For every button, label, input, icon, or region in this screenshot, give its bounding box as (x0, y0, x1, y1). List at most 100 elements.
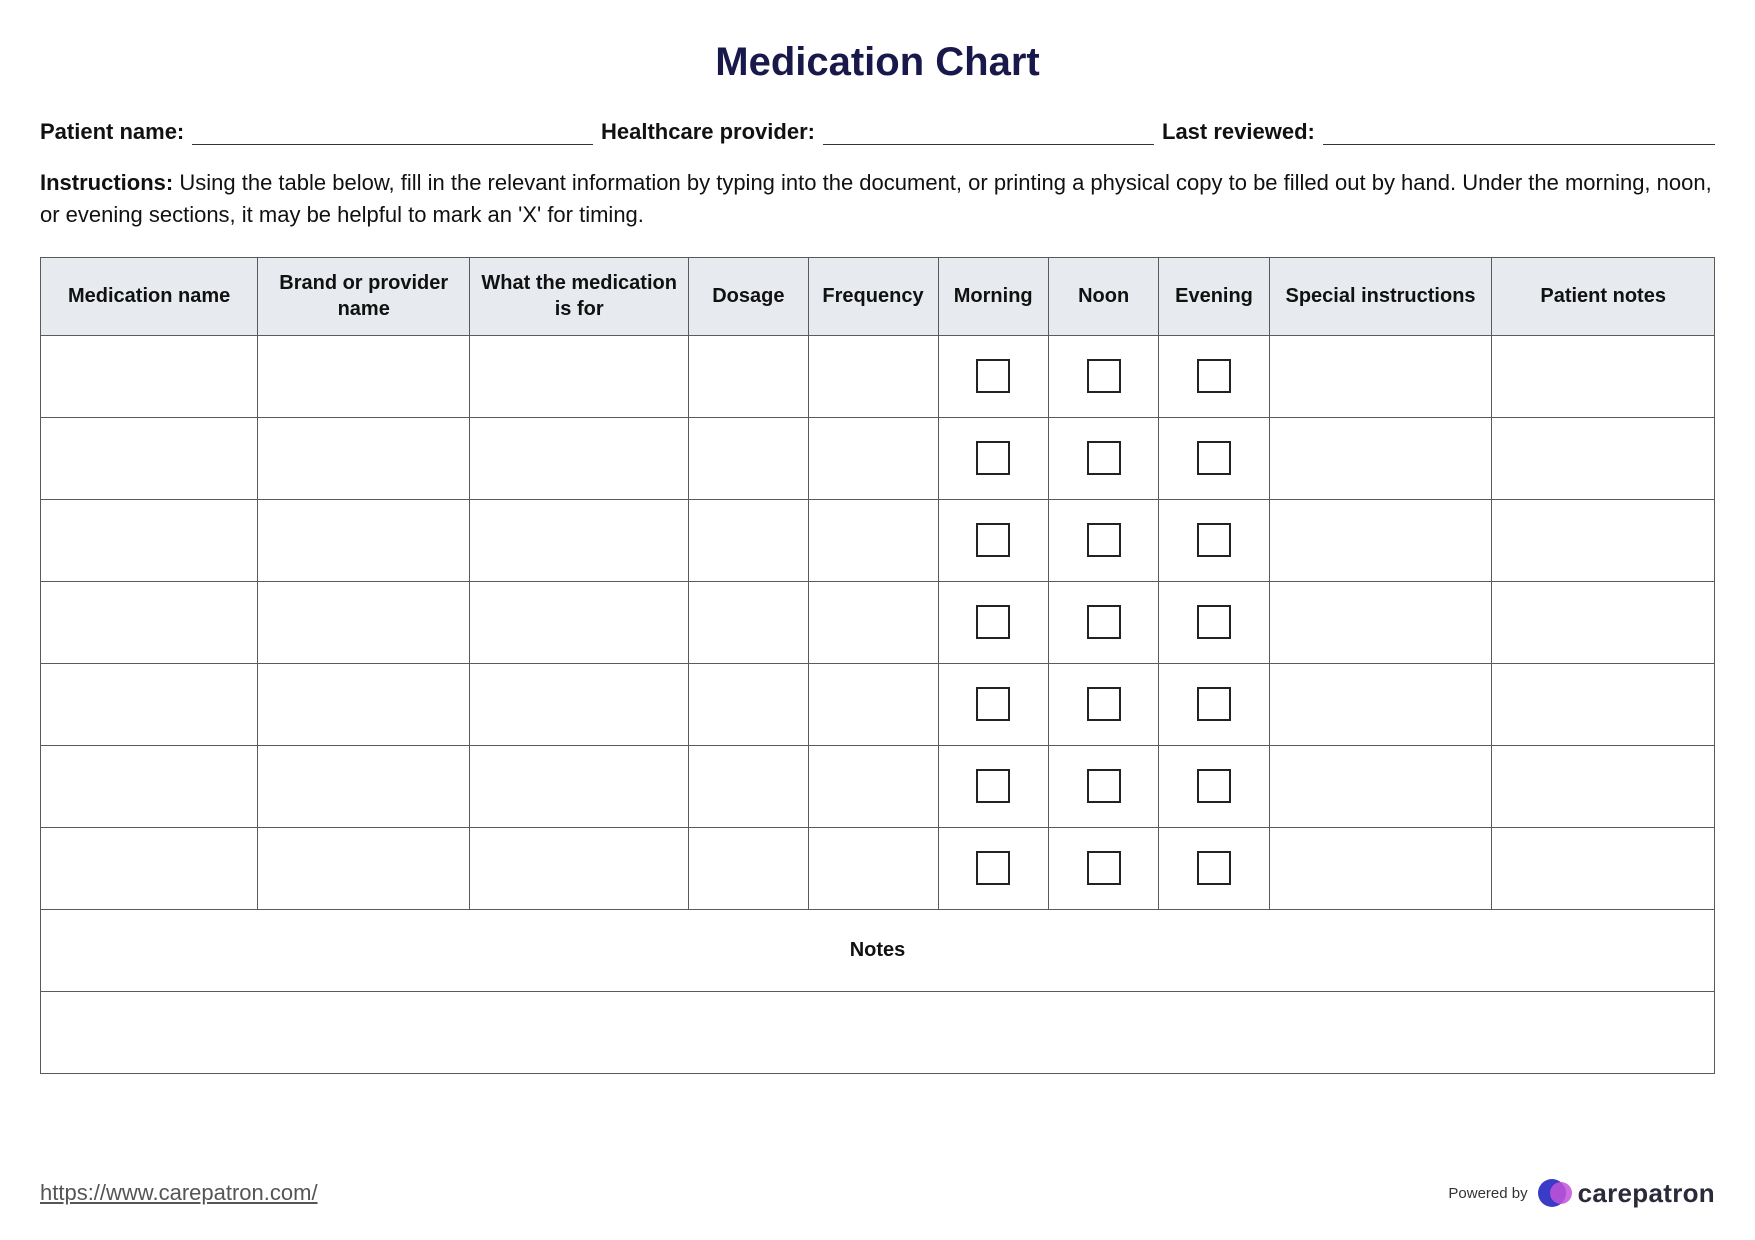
powered-by: Powered by carepatron (1448, 1176, 1715, 1210)
instructions-label: Instructions: (40, 170, 173, 195)
noon-checkbox[interactable] (1087, 523, 1121, 557)
checkbox-cell (1048, 499, 1158, 581)
checkbox-cell (1159, 335, 1269, 417)
noon-checkbox[interactable] (1087, 359, 1121, 393)
checkbox-cell (938, 417, 1048, 499)
brand: carepatron (1538, 1176, 1715, 1210)
table-cell[interactable] (470, 335, 689, 417)
table-cell[interactable] (41, 417, 258, 499)
table-cell[interactable] (1269, 499, 1492, 581)
table-cell[interactable] (41, 663, 258, 745)
table-cell[interactable] (689, 335, 808, 417)
table-cell[interactable] (1269, 745, 1492, 827)
noon-checkbox[interactable] (1087, 441, 1121, 475)
checkbox-cell (1048, 827, 1158, 909)
table-cell[interactable] (1492, 499, 1715, 581)
table-cell[interactable] (1492, 663, 1715, 745)
morning-checkbox[interactable] (976, 523, 1010, 557)
checkbox-cell (938, 499, 1048, 581)
table-cell[interactable] (470, 663, 689, 745)
table-cell[interactable] (808, 499, 938, 581)
last-reviewed-input[interactable] (1323, 119, 1715, 145)
table-cell[interactable] (41, 335, 258, 417)
table-cell[interactable] (808, 827, 938, 909)
noon-checkbox[interactable] (1087, 605, 1121, 639)
table-cell[interactable] (470, 827, 689, 909)
brand-logo-icon (1538, 1176, 1572, 1210)
evening-checkbox[interactable] (1197, 605, 1231, 639)
morning-checkbox[interactable] (976, 687, 1010, 721)
table-cell[interactable] (808, 417, 938, 499)
table-cell[interactable] (1492, 581, 1715, 663)
morning-checkbox[interactable] (976, 851, 1010, 885)
table-cell[interactable] (258, 335, 470, 417)
morning-checkbox[interactable] (976, 605, 1010, 639)
table-cell[interactable] (689, 745, 808, 827)
healthcare-provider-input[interactable] (823, 119, 1154, 145)
noon-checkbox[interactable] (1087, 851, 1121, 885)
col-special: Special instructions (1269, 257, 1492, 335)
table-cell[interactable] (1492, 335, 1715, 417)
table-cell[interactable] (470, 745, 689, 827)
patient-name-label: Patient name: (40, 119, 184, 145)
patient-name-input[interactable] (192, 119, 593, 145)
table-cell[interactable] (808, 663, 938, 745)
checkbox-cell (1159, 827, 1269, 909)
morning-checkbox[interactable] (976, 359, 1010, 393)
table-cell[interactable] (258, 499, 470, 581)
table-cell[interactable] (258, 827, 470, 909)
checkbox-cell (1159, 581, 1269, 663)
table-row (41, 581, 1715, 663)
evening-checkbox[interactable] (1197, 687, 1231, 721)
table-cell[interactable] (689, 499, 808, 581)
evening-checkbox[interactable] (1197, 359, 1231, 393)
checkbox-cell (1159, 663, 1269, 745)
table-cell[interactable] (470, 581, 689, 663)
table-cell[interactable] (41, 581, 258, 663)
table-cell[interactable] (689, 827, 808, 909)
noon-checkbox[interactable] (1087, 769, 1121, 803)
table-cell[interactable] (689, 581, 808, 663)
table-cell[interactable] (1269, 417, 1492, 499)
table-cell[interactable] (41, 827, 258, 909)
table-cell[interactable] (689, 663, 808, 745)
checkbox-cell (938, 745, 1048, 827)
col-patient-notes: Patient notes (1492, 257, 1715, 335)
table-cell[interactable] (1269, 827, 1492, 909)
table-cell[interactable] (808, 335, 938, 417)
morning-checkbox[interactable] (976, 441, 1010, 475)
notes-input[interactable] (41, 991, 1715, 1073)
evening-checkbox[interactable] (1197, 851, 1231, 885)
noon-checkbox[interactable] (1087, 687, 1121, 721)
healthcare-provider-label: Healthcare provider: (601, 119, 815, 145)
table-cell[interactable] (808, 745, 938, 827)
checkbox-cell (938, 581, 1048, 663)
morning-checkbox[interactable] (976, 769, 1010, 803)
table-row (41, 499, 1715, 581)
table-cell[interactable] (808, 581, 938, 663)
col-evening: Evening (1159, 257, 1269, 335)
table-cell[interactable] (1269, 335, 1492, 417)
table-cell[interactable] (1492, 745, 1715, 827)
table-cell[interactable] (258, 581, 470, 663)
fields-row: Patient name: Healthcare provider: Last … (40, 119, 1715, 145)
table-cell[interactable] (258, 417, 470, 499)
table-cell[interactable] (258, 663, 470, 745)
col-morning: Morning (938, 257, 1048, 335)
table-cell[interactable] (258, 745, 470, 827)
table-cell[interactable] (41, 745, 258, 827)
table-cell[interactable] (1492, 417, 1715, 499)
notes-body-row (41, 991, 1715, 1073)
checkbox-cell (1048, 663, 1158, 745)
table-cell[interactable] (470, 417, 689, 499)
evening-checkbox[interactable] (1197, 441, 1231, 475)
evening-checkbox[interactable] (1197, 523, 1231, 557)
table-cell[interactable] (1492, 827, 1715, 909)
footer-link[interactable]: https://www.carepatron.com/ (40, 1180, 318, 1206)
evening-checkbox[interactable] (1197, 769, 1231, 803)
table-cell[interactable] (1269, 663, 1492, 745)
table-cell[interactable] (1269, 581, 1492, 663)
table-cell[interactable] (41, 499, 258, 581)
table-cell[interactable] (470, 499, 689, 581)
table-cell[interactable] (689, 417, 808, 499)
